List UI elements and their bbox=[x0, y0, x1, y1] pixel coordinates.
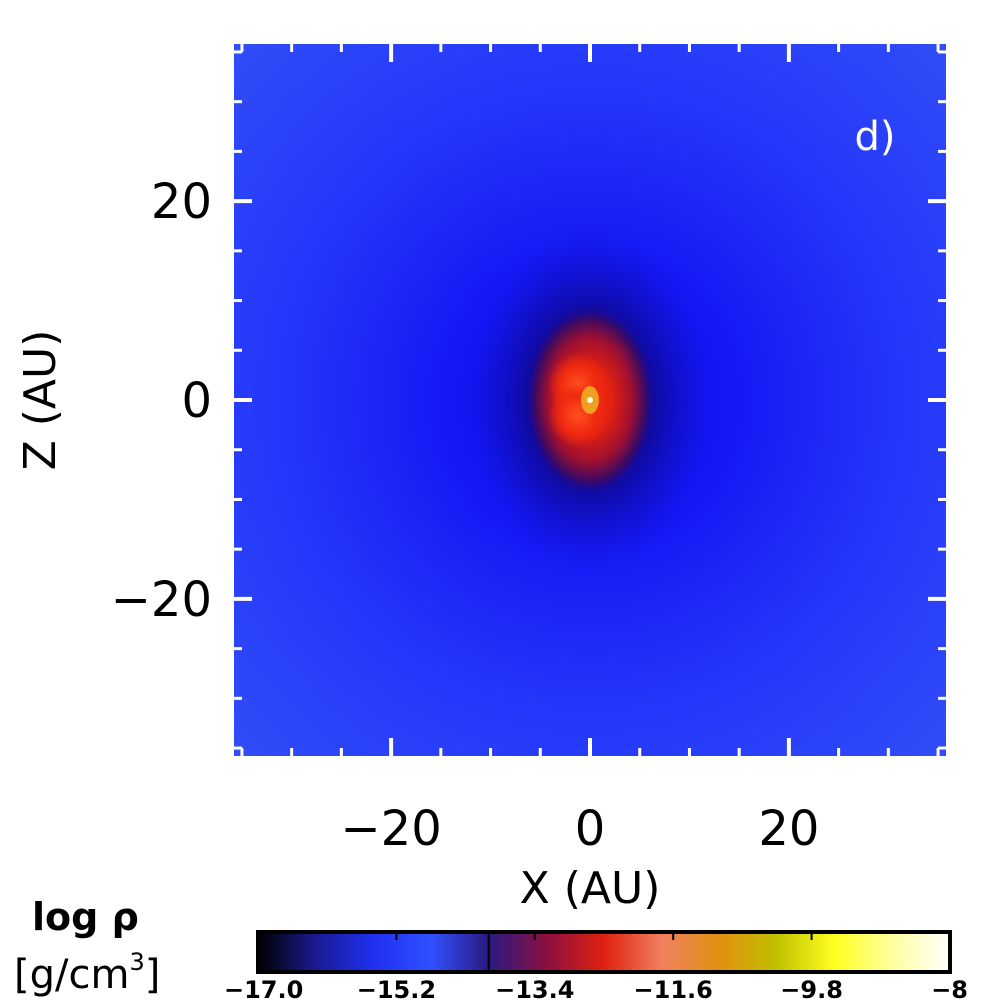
x-axis: −20 0 20 bbox=[340, 42, 819, 857]
colorbar-label-line1: log ρ bbox=[32, 895, 139, 939]
colorbar-tick-label: −9.8 bbox=[780, 976, 843, 1000]
y-tick-label: 0 bbox=[181, 373, 212, 429]
x-tick-label: 0 bbox=[575, 801, 606, 857]
x-tick-label: −20 bbox=[340, 801, 441, 857]
y-axis-label: Z (AU) bbox=[15, 330, 66, 471]
x-tick-label: 20 bbox=[758, 801, 819, 857]
minor-ticks bbox=[232, 42, 948, 758]
y-axis: 20 0 −20 bbox=[111, 174, 948, 628]
x-axis-label: X (AU) bbox=[520, 863, 661, 914]
density-field bbox=[470, 230, 710, 570]
y-tick-label: 20 bbox=[151, 174, 212, 230]
colorbar-scale bbox=[256, 930, 952, 974]
colorbar-tick-label: −17.0 bbox=[224, 976, 303, 1000]
colorbar-tick-label: −11.6 bbox=[634, 976, 713, 1000]
inner-lobe-lower bbox=[548, 383, 608, 447]
colorbar-tick-label: −8 bbox=[931, 976, 968, 1000]
colorbar-ticks: −17.0 −15.2 −13.4 −11.6 −9.8 −8 bbox=[224, 932, 968, 1000]
colorbar-tick-label: −15.2 bbox=[357, 976, 436, 1000]
colorbar-label-line2: [g/cm3] bbox=[14, 948, 160, 998]
colorbar: log ρ [g/cm3] −17.0 −15.2 −13.4 −11.6 −9.8 −8 bbox=[14, 895, 968, 1000]
peak-point bbox=[587, 397, 593, 403]
y-tick-label: −20 bbox=[111, 572, 212, 628]
plot-area bbox=[230, 40, 950, 760]
panel-label: d) bbox=[855, 114, 896, 160]
colorbar-tick-label: −13.4 bbox=[495, 976, 574, 1000]
